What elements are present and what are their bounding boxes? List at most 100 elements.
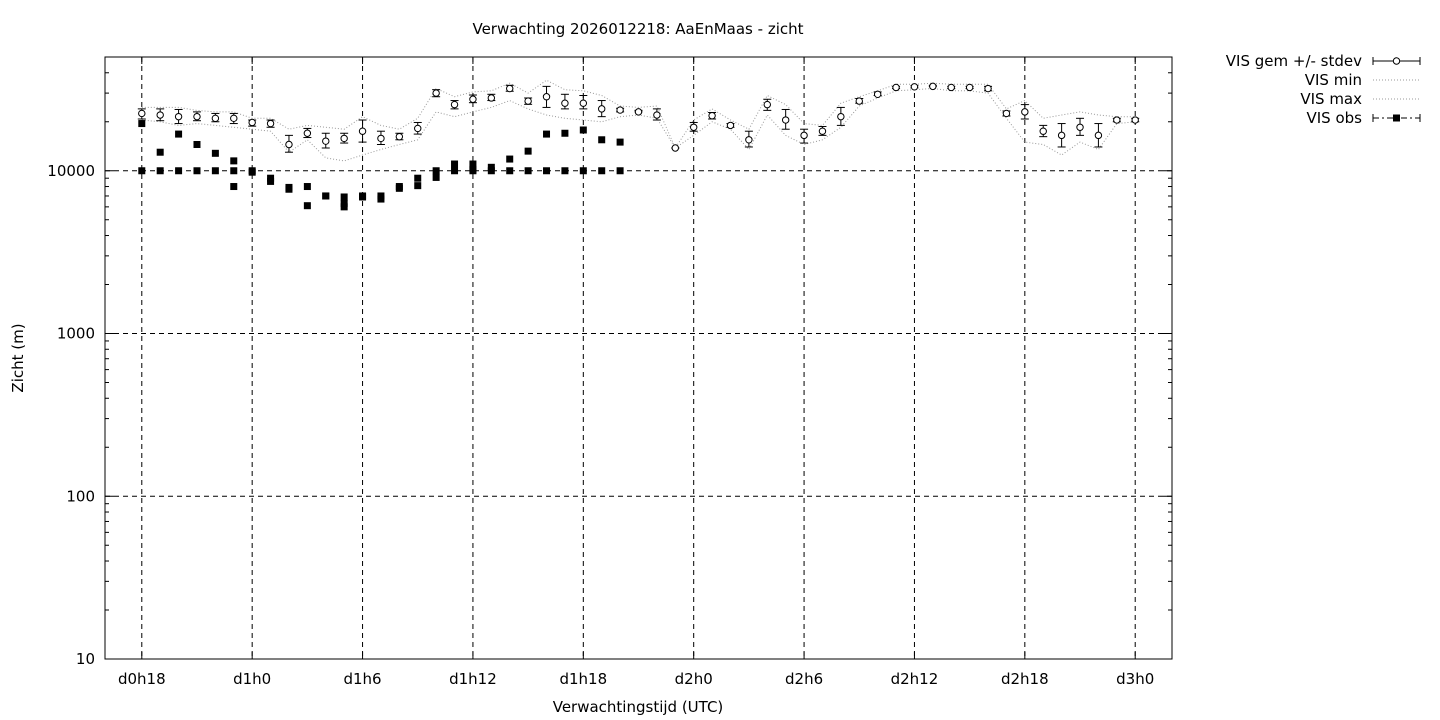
y-axis-label: Zicht (m) <box>9 323 27 392</box>
vis-mean-point <box>616 106 624 114</box>
vis-mean-point <box>1113 116 1121 124</box>
vis-mean-point <box>1021 108 1029 116</box>
vis-obs-point <box>175 130 183 138</box>
vis-obs-point <box>543 130 551 138</box>
legend-sample-marker <box>1392 57 1401 65</box>
vis-obs-point <box>543 167 551 175</box>
vis-obs-point <box>138 167 146 175</box>
y-tick-label: 10 <box>76 650 95 668</box>
vis-mean-point <box>910 83 919 91</box>
vis-obs-point <box>340 193 348 201</box>
vis-mean-point <box>818 127 827 135</box>
vis-mean-point <box>450 100 459 109</box>
vis-mean-point <box>414 124 422 133</box>
vis-mean-point <box>726 121 735 130</box>
vis-obs-point <box>506 167 514 175</box>
vis-mean-point <box>340 134 348 143</box>
x-tick-label: d1h12 <box>449 670 497 688</box>
vis-mean-point <box>763 100 771 109</box>
legend-label: VIS gem +/- stdev <box>1226 52 1362 70</box>
vis-obs-point <box>230 183 238 191</box>
vis-obs-point <box>340 203 348 211</box>
vis-mean-point <box>542 93 551 101</box>
vis-mean-point <box>598 105 606 113</box>
vis-mean-point <box>524 97 532 105</box>
vis-obs-point <box>579 126 587 134</box>
vis-obs-point <box>267 177 275 185</box>
vis-mean-point <box>469 95 477 103</box>
vis-obs-point <box>359 193 367 201</box>
vis-mean-point <box>837 112 845 121</box>
vis-obs-point <box>414 182 422 190</box>
vis-obs-point <box>211 149 219 157</box>
x-axis-label: Verwachtingstijd (UTC) <box>553 698 724 716</box>
vis-mean-point <box>248 118 256 127</box>
vis-obs-point <box>377 195 385 203</box>
vis-mean-point <box>487 94 496 102</box>
vis-mean-point <box>1057 131 1066 140</box>
vis-mean-point <box>671 144 679 152</box>
vis-mean-point <box>285 140 293 149</box>
vis-mean-point <box>653 111 661 119</box>
vis-obs-point <box>506 155 514 163</box>
vis-obs-point <box>432 167 440 175</box>
legend-label: VIS max <box>1300 90 1362 108</box>
plot-frame <box>104 56 1173 660</box>
vis-mean-point <box>634 108 643 116</box>
vis-mean-point <box>561 99 569 107</box>
vis-mean-point <box>984 84 992 93</box>
vis-mean-point <box>1002 109 1011 118</box>
vis-mean-point <box>303 129 312 137</box>
vis-obs-point <box>561 167 569 175</box>
vis-obs-point <box>579 167 587 175</box>
vis-mean-point <box>266 119 275 128</box>
vis-obs-point <box>156 148 164 156</box>
vis-obs-point <box>451 160 459 168</box>
vis-mean-point <box>1131 116 1139 124</box>
y-tick-label: 1000 <box>57 325 95 343</box>
vis-obs-point <box>432 173 440 181</box>
x-tick-label: d1h0 <box>233 670 271 688</box>
chart-title: Verwachting 2026012218: AaEnMaas - zicht <box>472 20 803 38</box>
vis-obs-point <box>138 120 146 128</box>
vis-obs-point <box>524 147 532 155</box>
x-tick-label: d1h18 <box>559 670 607 688</box>
x-tick-label: d2h18 <box>1001 670 1049 688</box>
vis-mean-point <box>1094 131 1103 140</box>
x-tick-label: d2h0 <box>675 670 713 688</box>
vis-mean-point <box>138 109 146 118</box>
vis-mean-point <box>708 111 716 120</box>
vis-mean-point <box>211 114 220 123</box>
vis-mean-point <box>1039 127 1047 135</box>
vis-obs-point <box>322 192 330 200</box>
vis-obs-point <box>175 167 183 175</box>
vis-mean-point <box>1076 123 1084 131</box>
vis-mean-point <box>579 99 588 107</box>
legend-sample-marker <box>1393 114 1400 122</box>
vis-obs-point <box>561 129 569 137</box>
vis-obs-point <box>211 167 219 175</box>
vis-mean-point <box>689 123 698 131</box>
vis-mean-point <box>395 132 404 141</box>
vis-obs-point <box>414 174 422 182</box>
vis-obs-point <box>451 167 459 175</box>
vis-mean-point <box>230 114 238 123</box>
x-tick-label: d2h12 <box>891 670 939 688</box>
vis-obs-point <box>285 185 293 193</box>
vis-obs-point <box>469 165 477 173</box>
axes: d0h18 d1h0 d1h6 d1h12 d1h18 d2h0 d2h6 d2h12 d2h1… <box>47 56 1173 688</box>
vis-mean-point <box>432 89 440 97</box>
vis-mean-point <box>193 112 201 121</box>
vis-mean-point <box>506 84 514 93</box>
x-tick-label: d0h18 <box>118 670 166 688</box>
vis-mean-point <box>800 131 808 140</box>
x-tick-label: d1h6 <box>343 670 381 688</box>
series <box>137 79 1140 211</box>
vis-mean-point <box>781 116 790 124</box>
x-tick-label: d3h0 <box>1116 670 1154 688</box>
vis-mean-point <box>322 137 330 145</box>
vis-obs-point <box>248 168 256 176</box>
